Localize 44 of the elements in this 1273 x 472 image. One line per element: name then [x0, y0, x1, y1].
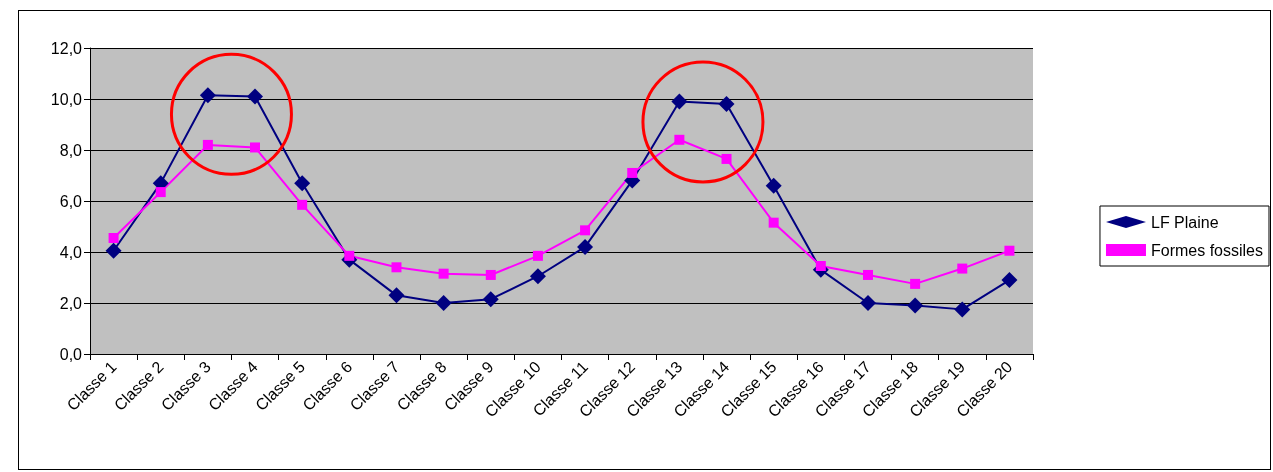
point [344, 250, 355, 261]
point [1004, 245, 1015, 256]
point [1001, 272, 1018, 289]
y-tick-label: 0,0 [59, 345, 83, 363]
point [247, 88, 264, 105]
point [765, 177, 782, 194]
point [721, 153, 732, 164]
point [532, 250, 543, 261]
point [105, 242, 122, 259]
y-tick-label: 10,0 [50, 90, 83, 108]
point [199, 87, 216, 104]
point [485, 269, 496, 280]
point [297, 199, 308, 210]
legend-label: Formes fossiles [1150, 241, 1264, 259]
point [155, 187, 166, 198]
point [108, 232, 119, 243]
point [674, 134, 685, 145]
point [391, 262, 402, 273]
y-tick-label: 6,0 [59, 192, 83, 210]
point [768, 217, 779, 228]
point [671, 93, 688, 110]
point [862, 269, 873, 280]
legend-label: LF Plaine [1150, 213, 1219, 231]
point [954, 301, 971, 318]
y-tick-label: 8,0 [59, 141, 83, 159]
y-tick-label: 2,0 [59, 294, 83, 312]
point [388, 287, 405, 304]
point [482, 291, 499, 308]
point [910, 278, 921, 289]
point [577, 238, 594, 255]
y-tick-label: 4,0 [59, 243, 83, 261]
point [627, 167, 638, 178]
point [250, 142, 261, 153]
point [859, 295, 876, 311]
point [718, 96, 735, 113]
point [438, 268, 449, 279]
y-tick-label: 12,0 [50, 39, 83, 57]
point [580, 225, 591, 236]
point [435, 295, 452, 311]
point [202, 139, 213, 150]
point [957, 263, 968, 274]
point [529, 268, 546, 285]
point [294, 175, 311, 192]
point [907, 297, 924, 314]
